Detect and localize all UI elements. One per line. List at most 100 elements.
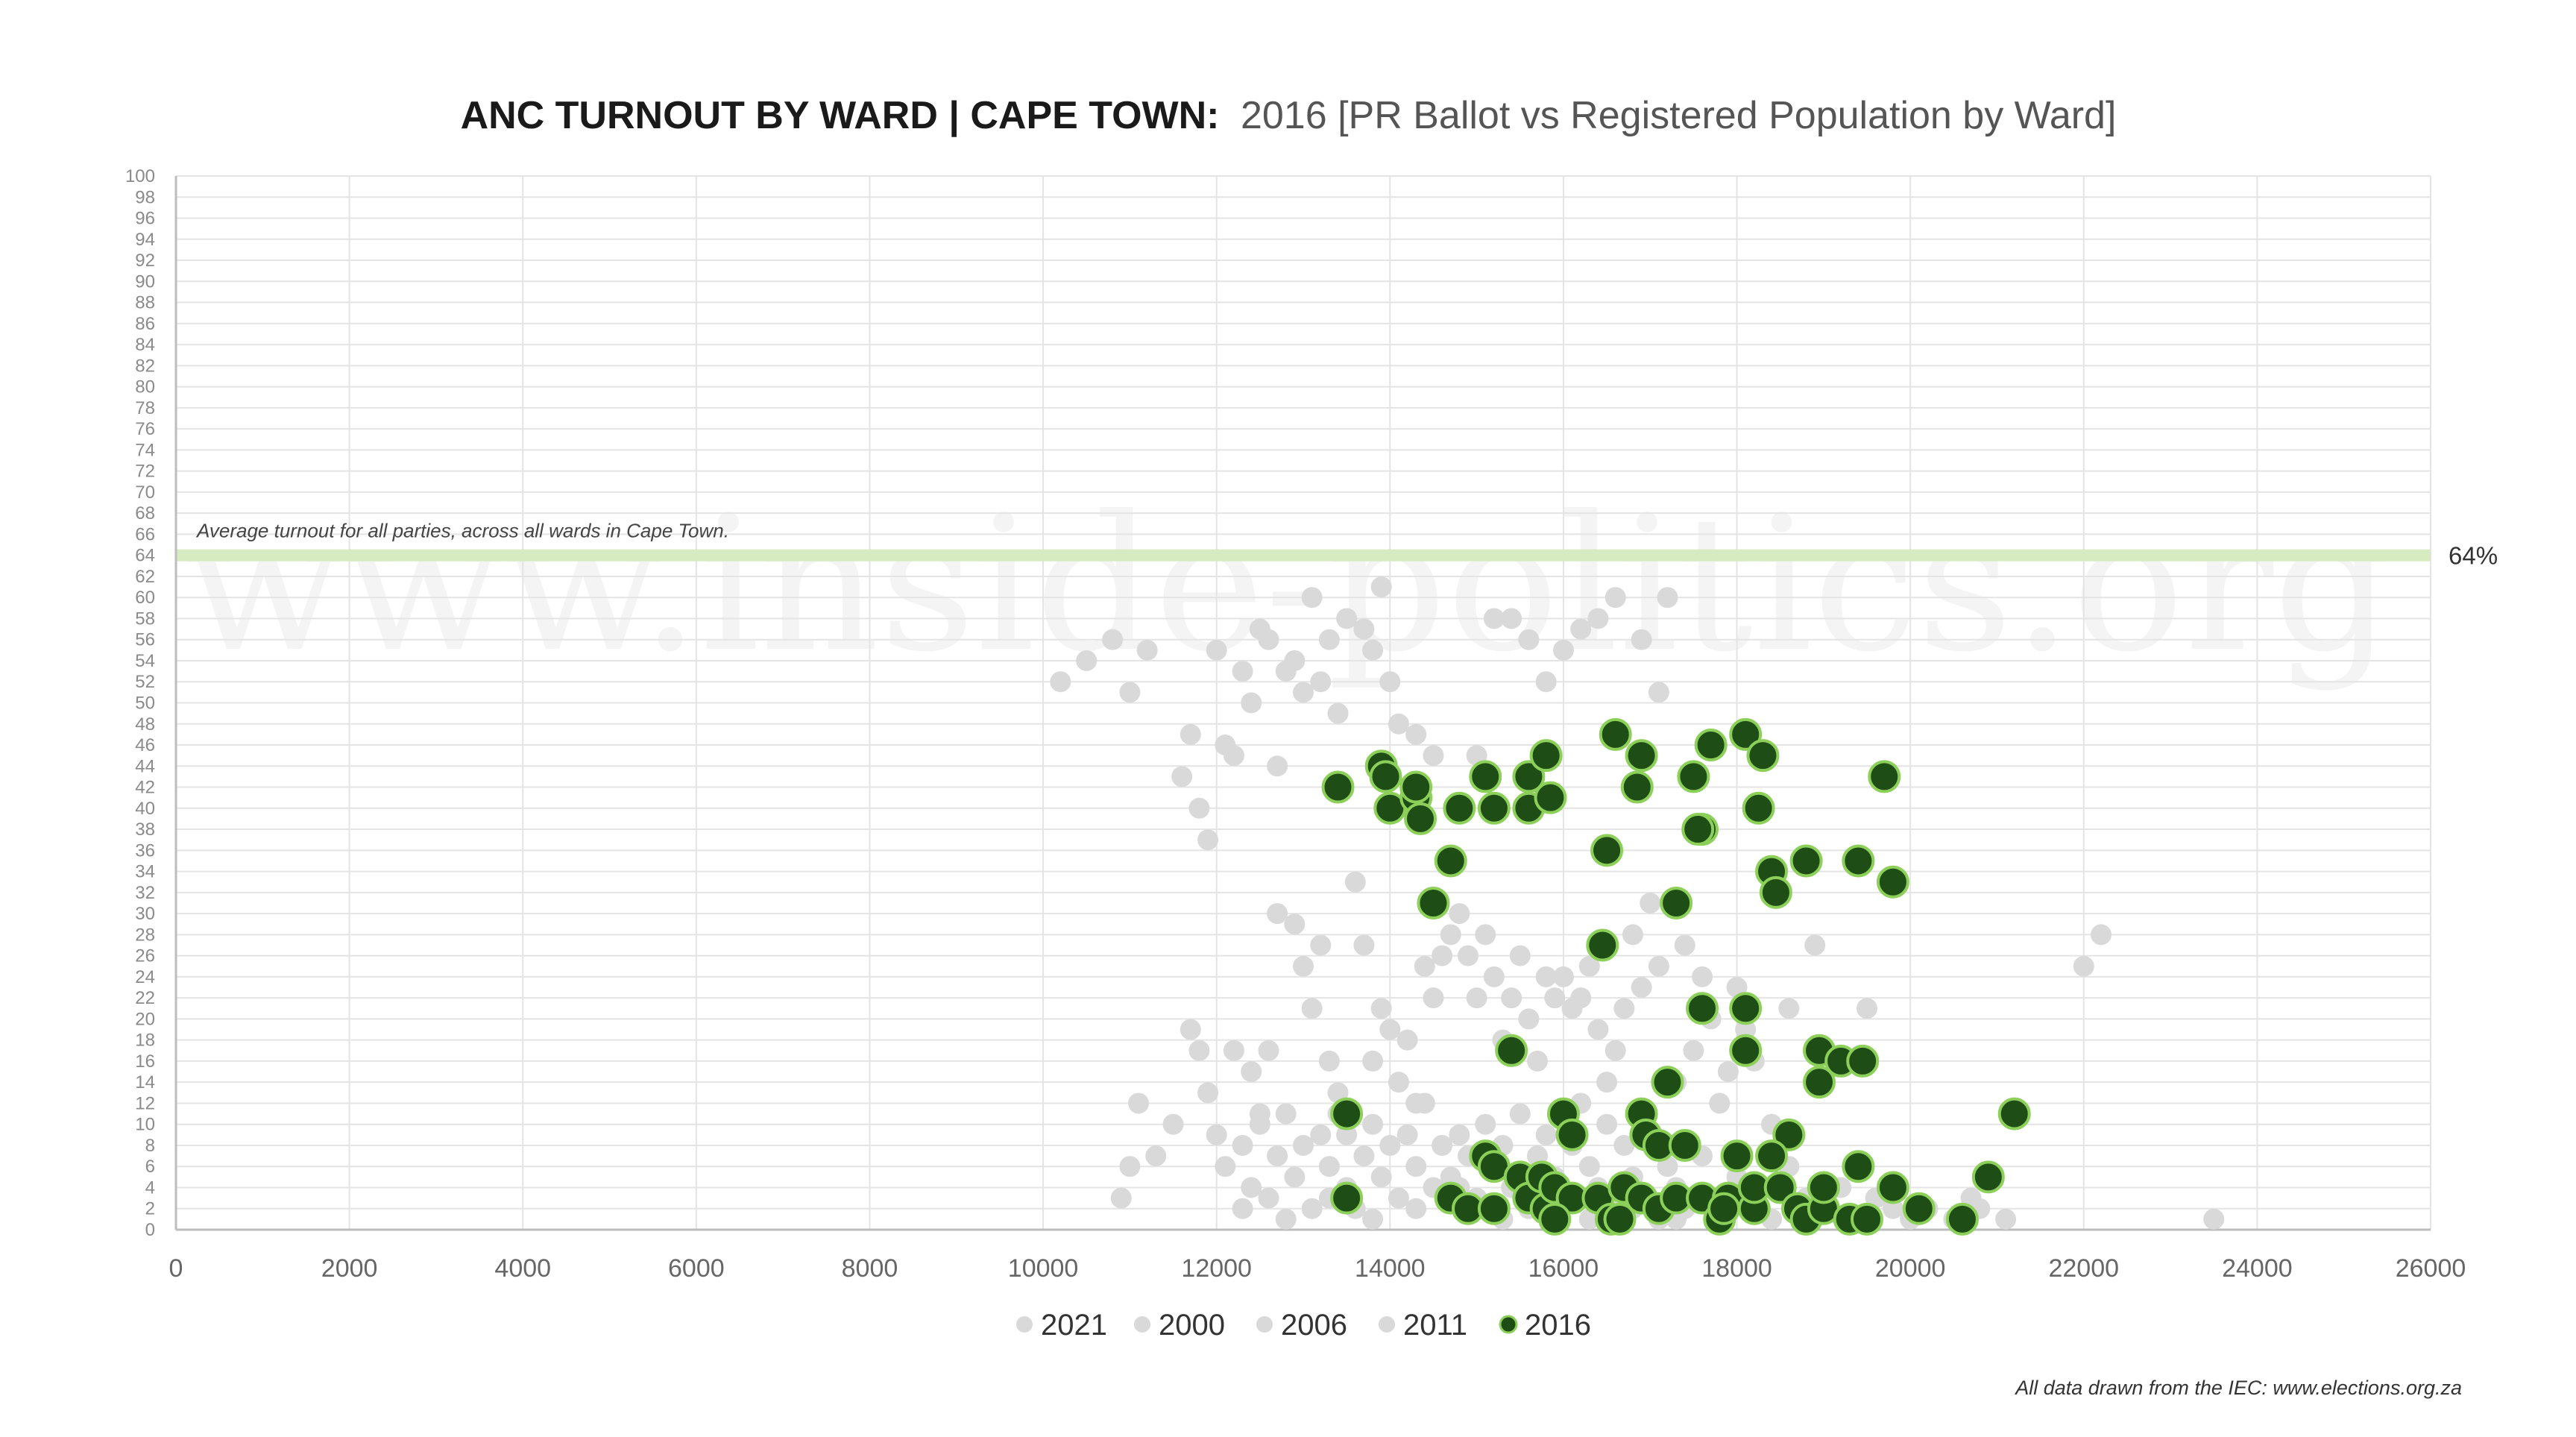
x-tick-label: 18000 <box>1701 1254 1772 1283</box>
data-point-background <box>1370 576 1392 598</box>
data-point-background <box>1587 1019 1609 1040</box>
chart-title: ANC TURNOUT BY WARD | CAPE TOWN: 2016 [P… <box>461 94 2117 137</box>
data-point-background <box>1578 955 1600 977</box>
data-point-background <box>1206 1124 1227 1145</box>
data-point-background <box>1414 955 1435 977</box>
data-point-2016 <box>1902 1192 1936 1225</box>
data-point-2016 <box>1330 1181 1364 1215</box>
data-point-background <box>1310 934 1332 956</box>
data-point-background <box>1552 966 1574 987</box>
x-tick-label: 26000 <box>2396 1254 2466 1283</box>
data-point-2016 <box>1842 1150 1875 1183</box>
y-tick-label: 88 <box>135 293 155 313</box>
x-tick-label: 6000 <box>668 1254 725 1283</box>
data-point-2016 <box>1746 739 1780 773</box>
data-point-2016 <box>1660 886 1693 919</box>
y-tick-label: 46 <box>135 735 155 755</box>
data-point-background <box>1735 1019 1757 1040</box>
data-point-2016 <box>1707 1192 1741 1225</box>
y-tick-label: 0 <box>145 1220 155 1240</box>
data-point-background <box>1388 1072 1409 1093</box>
data-point-background <box>1353 1145 1375 1167</box>
y-tick-label: 58 <box>135 609 155 629</box>
data-point-background <box>1258 1187 1279 1209</box>
y-axis-tick-labels: 0246810121416182022242628303234363840424… <box>125 166 155 1240</box>
legend-marker <box>1134 1316 1150 1333</box>
data-point-background <box>1449 903 1470 925</box>
y-tick-label: 72 <box>135 462 155 482</box>
data-point-2016 <box>1668 1128 1701 1162</box>
data-point-background <box>1362 1050 1384 1072</box>
y-tick-label: 2 <box>145 1199 155 1219</box>
data-point-background <box>1284 650 1306 671</box>
data-point-background <box>1310 671 1332 693</box>
y-tick-label: 52 <box>135 672 155 692</box>
data-point-background <box>1310 1124 1332 1145</box>
data-point-background <box>1449 1124 1470 1145</box>
data-point-background <box>1362 639 1384 661</box>
data-point-background <box>1535 966 1557 987</box>
y-tick-label: 10 <box>135 1115 155 1135</box>
data-point-background <box>1596 1072 1618 1093</box>
data-point-background <box>1640 892 1661 914</box>
x-tick-label: 10000 <box>1008 1254 1079 1283</box>
data-point-2016 <box>1399 770 1433 804</box>
data-point-background <box>1605 1040 1626 1061</box>
y-tick-label: 92 <box>135 251 155 271</box>
data-point-background <box>1232 1198 1253 1219</box>
data-point-2016 <box>1555 1118 1589 1151</box>
chart-title-light: 2016 [PR Ballot vs Registered Population… <box>1241 94 2116 137</box>
data-point-background <box>1293 682 1314 703</box>
data-point-background <box>1318 629 1340 650</box>
y-tick-label: 74 <box>135 440 155 460</box>
data-point-2016 <box>1945 1202 1979 1236</box>
data-point-background <box>1318 1050 1340 1072</box>
data-point-background <box>1518 629 1540 650</box>
y-tick-label: 68 <box>135 503 155 523</box>
data-point-background <box>1301 1198 1323 1219</box>
data-point-background <box>1301 998 1323 1019</box>
data-point-2016 <box>1477 1192 1511 1225</box>
data-point-background <box>1475 924 1496 946</box>
data-point-background <box>1284 1166 1306 1188</box>
data-point-background <box>1570 987 1592 1009</box>
data-point-background <box>1379 1019 1401 1040</box>
data-point-2016 <box>1534 781 1567 814</box>
data-point-background <box>1188 1040 1210 1061</box>
data-point-background <box>1353 618 1375 640</box>
data-point-background <box>1457 945 1478 966</box>
y-tick-label: 70 <box>135 482 155 503</box>
y-tick-label: 82 <box>135 356 155 376</box>
data-point-background <box>1188 797 1210 819</box>
data-point-2016 <box>1625 739 1658 773</box>
data-point-background <box>1622 924 1643 946</box>
y-tick-label: 26 <box>135 946 155 966</box>
data-point-background <box>2073 955 2094 977</box>
data-point-background <box>1301 587 1323 609</box>
data-point-background <box>1050 671 1071 693</box>
data-point-2016 <box>1772 1118 1806 1151</box>
y-tick-label: 94 <box>135 230 155 250</box>
data-point-background <box>1171 766 1193 787</box>
data-point-background <box>1657 587 1678 609</box>
data-point-2016 <box>1469 760 1502 793</box>
data-point-2016 <box>1789 844 1823 878</box>
y-tick-label: 50 <box>135 694 155 714</box>
data-point-background <box>1544 987 1566 1009</box>
data-point-background <box>1327 702 1349 724</box>
data-point-2016 <box>1720 1139 1754 1173</box>
data-point-background <box>1535 671 1557 693</box>
data-point-2016 <box>1842 844 1875 878</box>
data-point-2016 <box>1763 1171 1797 1204</box>
data-point-background <box>1423 987 1444 1009</box>
legend-marker <box>1016 1316 1033 1333</box>
data-point-background <box>1102 629 1124 650</box>
data-point-2016 <box>1868 760 1901 793</box>
gridlines <box>175 175 2431 1230</box>
y-tick-label: 36 <box>135 840 155 861</box>
data-point-background <box>1362 1208 1384 1230</box>
data-point-background <box>1857 998 1877 1019</box>
data-point-background <box>1501 987 1522 1009</box>
data-point-2016 <box>1538 1202 1572 1236</box>
